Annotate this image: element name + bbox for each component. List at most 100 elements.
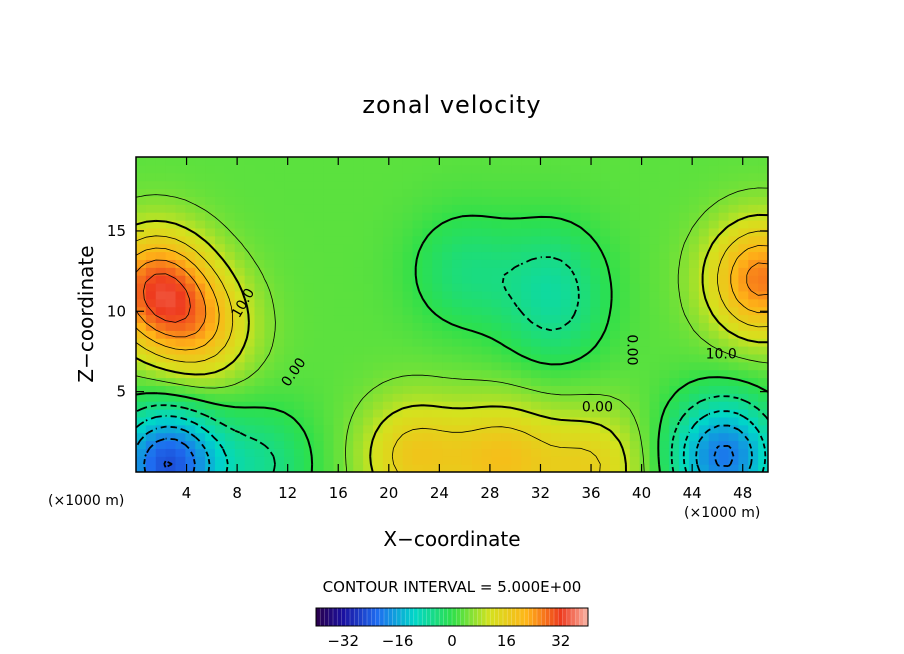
field-cell (343, 369, 354, 379)
field-cell (136, 164, 147, 174)
field-cell (432, 275, 443, 284)
field-cell (708, 196, 720, 205)
field-cell (244, 432, 256, 442)
field-cell (560, 243, 572, 253)
field-cell (758, 220, 768, 229)
field-cell (461, 314, 473, 323)
field-cell (689, 401, 700, 410)
field-cell (294, 275, 305, 284)
contour-line (136, 214, 768, 472)
field-cell (422, 220, 433, 229)
field-cell (689, 267, 700, 276)
field-cell (195, 424, 206, 434)
field-cell (461, 424, 473, 434)
field-cell (629, 338, 641, 347)
field-cell (274, 212, 285, 221)
field-cell (185, 212, 196, 221)
field-cell (244, 314, 256, 323)
field-cell (333, 330, 344, 339)
field-cell (540, 235, 552, 245)
field-cell (402, 290, 414, 300)
field-cell (205, 157, 216, 166)
field-cell (540, 188, 552, 197)
field-cell (748, 385, 759, 394)
field-cell (333, 456, 344, 465)
field-cell (323, 164, 335, 174)
field-cell (481, 369, 493, 379)
field-cell (175, 346, 186, 355)
field-cell (501, 180, 512, 190)
field-cell (432, 267, 443, 276)
field-cell (165, 361, 177, 371)
field-cell (136, 401, 147, 410)
field-cell (629, 188, 641, 197)
field-cell (639, 251, 651, 260)
field-cell (353, 448, 364, 457)
field-cell (540, 157, 552, 166)
field-cell (649, 377, 660, 386)
field-cell (234, 330, 246, 339)
field-cell (738, 401, 749, 410)
field-cell (442, 235, 453, 245)
field-cell (491, 180, 502, 190)
field-cell (471, 369, 483, 379)
field-cell (679, 424, 690, 434)
field-cell (224, 322, 236, 331)
field-cell (708, 361, 720, 371)
field-cell (669, 338, 680, 347)
field-cell (412, 361, 423, 371)
field-cell (501, 401, 512, 410)
contour-line (143, 273, 191, 323)
field-cell (580, 243, 591, 253)
field-cell (511, 243, 522, 253)
field-cell (649, 298, 660, 308)
field-cell (600, 314, 611, 323)
field-cell (284, 235, 295, 245)
field-cell (718, 220, 730, 229)
field-cell (254, 227, 265, 237)
field-cell (442, 361, 453, 371)
field-cell (600, 353, 611, 363)
field-cell (639, 290, 651, 300)
field-cell (382, 424, 394, 434)
field-cell (442, 464, 453, 472)
field-cell (284, 448, 295, 457)
field-cell (570, 361, 581, 371)
field-cell (501, 353, 512, 363)
field-cell (382, 243, 394, 253)
field-cell (698, 172, 710, 182)
colorbar-step (328, 608, 334, 626)
field-cell (333, 369, 344, 379)
field-cell (195, 322, 206, 331)
field-cell (175, 220, 186, 229)
field-cell (155, 464, 167, 472)
field-cell (333, 448, 344, 457)
field-cell (669, 172, 680, 182)
field-cell (748, 361, 759, 371)
field-cell (501, 251, 512, 260)
field-cell (382, 227, 394, 237)
field-cell (392, 409, 404, 418)
field-cell (452, 424, 463, 434)
field-cell (491, 267, 502, 276)
field-cell (560, 306, 572, 316)
field-cell (323, 172, 335, 182)
field-cell (215, 227, 226, 237)
field-cell (461, 338, 473, 347)
field-cell (679, 196, 690, 205)
field-cell (560, 353, 572, 363)
field-cell (402, 306, 414, 316)
field-cell (619, 353, 631, 363)
field-cell (254, 448, 265, 457)
field-cell (353, 267, 364, 276)
field-cell (412, 259, 423, 268)
field-cell (580, 314, 591, 323)
field-cell (698, 235, 710, 245)
field-cell (303, 196, 315, 205)
field-cell (145, 377, 157, 386)
field-cell (402, 416, 414, 426)
field-cell (550, 243, 562, 253)
field-cell (590, 377, 601, 386)
field-cell (244, 393, 256, 402)
field-cell (748, 393, 759, 402)
